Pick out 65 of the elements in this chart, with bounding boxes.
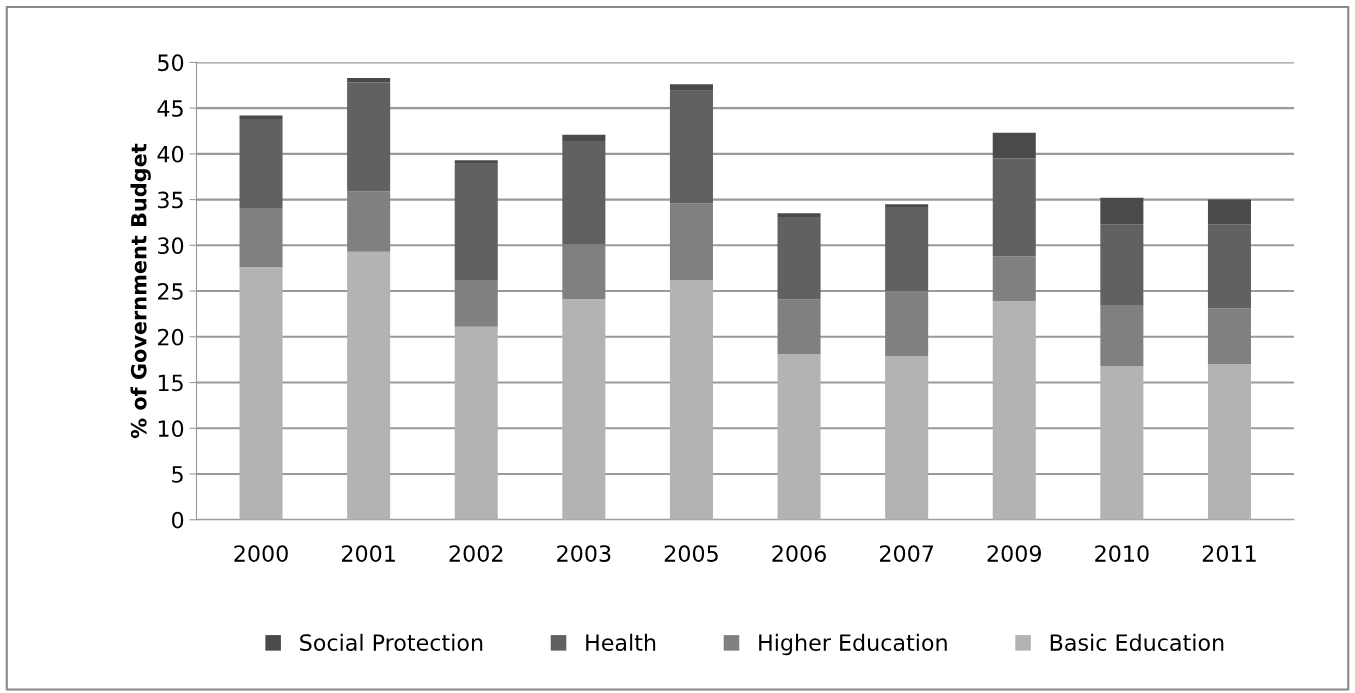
bar [777,354,821,520]
legend-label: Social Protection [300,633,483,651]
bar [454,160,498,163]
x-tick-label: 2009 [987,545,1041,562]
bar [239,267,283,520]
bar [1100,197,1144,225]
bar [1100,224,1144,306]
x-tick-label: 2001 [341,545,395,562]
x-tick-label: 2002 [449,545,503,562]
y-tick-label: 10 [158,420,184,438]
x-tick-label: 2010 [1095,545,1149,562]
bar [454,162,498,281]
bar [454,326,498,520]
bar [562,244,606,300]
legend-label: Higher Education [759,633,947,656]
bar [777,299,821,355]
bar [1207,308,1251,365]
y-tick-label: 20 [158,328,184,346]
bar [1207,199,1251,225]
bar [992,132,1036,159]
y-tick-label: 50 [158,54,184,72]
bar [1100,305,1144,367]
y-tick-label: 25 [158,283,183,300]
y-tick-label: 5 [172,466,183,483]
y-tick-label: 30 [158,237,184,255]
bar [669,203,713,281]
bar [347,191,391,252]
bar [885,204,929,207]
bar [992,301,1036,520]
bar [992,158,1036,257]
bar [669,90,713,204]
x-tick-label: 2007 [880,545,934,562]
bar [669,280,713,520]
bar [669,84,713,91]
bar [239,119,283,209]
bar [347,251,391,520]
x-tick-label: 2005 [664,545,718,562]
y-tick-label: 0 [172,511,184,529]
bar [562,134,606,142]
bar [454,280,498,327]
bar [347,82,391,192]
x-tick-label: 2011 [1202,545,1256,562]
bar [777,213,821,217]
bar [992,256,1036,302]
x-tick-label: 2003 [557,545,611,562]
legend-label: Health [586,633,656,651]
y-tick-label: 35 [158,191,183,209]
bar [239,208,283,268]
bar [777,216,821,300]
bar [885,356,929,520]
bar [1207,364,1251,520]
y-tick-label: 15 [158,374,183,392]
bar [239,115,283,120]
legend-label: Basic Education [1050,633,1224,651]
bar [562,299,606,520]
bar [885,291,929,357]
bar [562,141,606,245]
y-tick-label: 45 [157,100,183,117]
bar [1100,366,1144,520]
x-tick-label: 2006 [772,545,826,562]
y-tick-label: 40 [157,145,184,163]
x-tick-label: 2000 [234,545,288,562]
bar [1207,224,1251,309]
bar [885,206,929,292]
y-axis-title: % of Government Budget [130,143,151,439]
